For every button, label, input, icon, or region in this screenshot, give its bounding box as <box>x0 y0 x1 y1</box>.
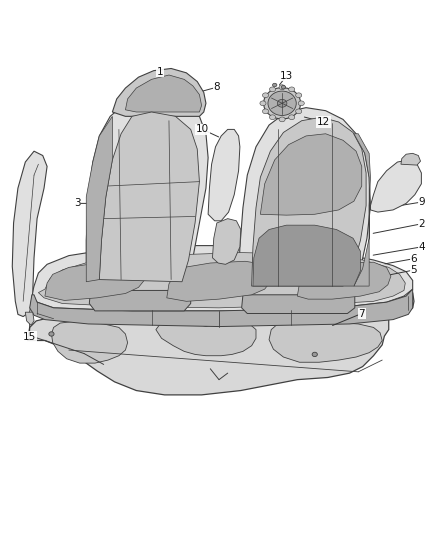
Polygon shape <box>86 97 208 290</box>
Ellipse shape <box>296 93 302 98</box>
Text: 13: 13 <box>280 71 293 81</box>
Polygon shape <box>167 261 270 301</box>
Polygon shape <box>269 321 382 362</box>
Polygon shape <box>253 225 360 286</box>
Ellipse shape <box>279 117 285 122</box>
Text: 4: 4 <box>418 242 425 252</box>
Ellipse shape <box>289 87 295 92</box>
Polygon shape <box>28 293 414 395</box>
Ellipse shape <box>272 83 277 87</box>
Text: 12: 12 <box>317 117 330 127</box>
Polygon shape <box>242 295 355 313</box>
Polygon shape <box>125 75 201 112</box>
Text: 7: 7 <box>358 309 365 319</box>
Polygon shape <box>260 134 362 215</box>
Text: 6: 6 <box>411 254 417 264</box>
Ellipse shape <box>262 93 268 98</box>
Text: 8: 8 <box>213 82 220 92</box>
Polygon shape <box>297 262 391 299</box>
Ellipse shape <box>296 109 302 114</box>
Polygon shape <box>239 108 371 295</box>
Text: 15: 15 <box>23 332 36 342</box>
Text: 5: 5 <box>411 265 417 275</box>
Text: 3: 3 <box>74 198 81 208</box>
Polygon shape <box>99 112 199 282</box>
Ellipse shape <box>277 99 287 107</box>
Ellipse shape <box>262 109 268 114</box>
Polygon shape <box>51 321 127 363</box>
Ellipse shape <box>268 91 296 116</box>
Ellipse shape <box>289 115 295 119</box>
Polygon shape <box>86 116 113 282</box>
Polygon shape <box>113 68 206 116</box>
Text: 10: 10 <box>196 124 209 134</box>
Polygon shape <box>371 160 421 212</box>
Polygon shape <box>32 246 413 311</box>
Ellipse shape <box>269 87 276 92</box>
Polygon shape <box>354 134 371 286</box>
Polygon shape <box>156 321 256 356</box>
Ellipse shape <box>260 101 266 106</box>
Ellipse shape <box>279 85 285 90</box>
Polygon shape <box>208 130 240 221</box>
Polygon shape <box>30 289 413 327</box>
Polygon shape <box>401 154 420 165</box>
Polygon shape <box>212 219 241 264</box>
Text: 2: 2 <box>418 219 425 229</box>
Ellipse shape <box>312 352 318 357</box>
Polygon shape <box>12 151 47 317</box>
Ellipse shape <box>264 87 300 119</box>
Ellipse shape <box>49 332 54 336</box>
Polygon shape <box>252 117 366 286</box>
Ellipse shape <box>298 101 304 106</box>
Ellipse shape <box>269 115 276 119</box>
Polygon shape <box>89 290 191 311</box>
Polygon shape <box>45 261 145 301</box>
Polygon shape <box>25 312 34 325</box>
Ellipse shape <box>281 85 286 89</box>
Text: 9: 9 <box>418 197 425 207</box>
Polygon shape <box>39 253 405 308</box>
Text: 1: 1 <box>157 67 163 77</box>
